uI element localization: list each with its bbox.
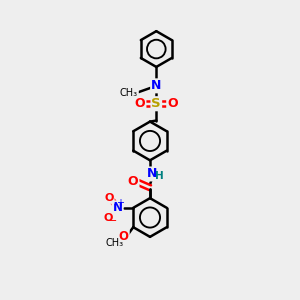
Text: O: O (104, 193, 114, 203)
Text: O: O (128, 175, 139, 188)
Text: CH₃: CH₃ (120, 88, 138, 98)
Text: S: S (152, 97, 161, 110)
Text: N: N (112, 201, 122, 214)
Text: O: O (103, 213, 113, 223)
Text: H: H (155, 172, 164, 182)
Text: +: + (116, 198, 124, 208)
Text: O: O (135, 97, 146, 110)
Text: −: − (107, 216, 117, 226)
Text: N: N (147, 167, 157, 181)
Text: O: O (119, 230, 129, 243)
Text: CH₃: CH₃ (106, 238, 124, 248)
Text: O: O (167, 97, 178, 110)
Text: N: N (151, 80, 161, 92)
